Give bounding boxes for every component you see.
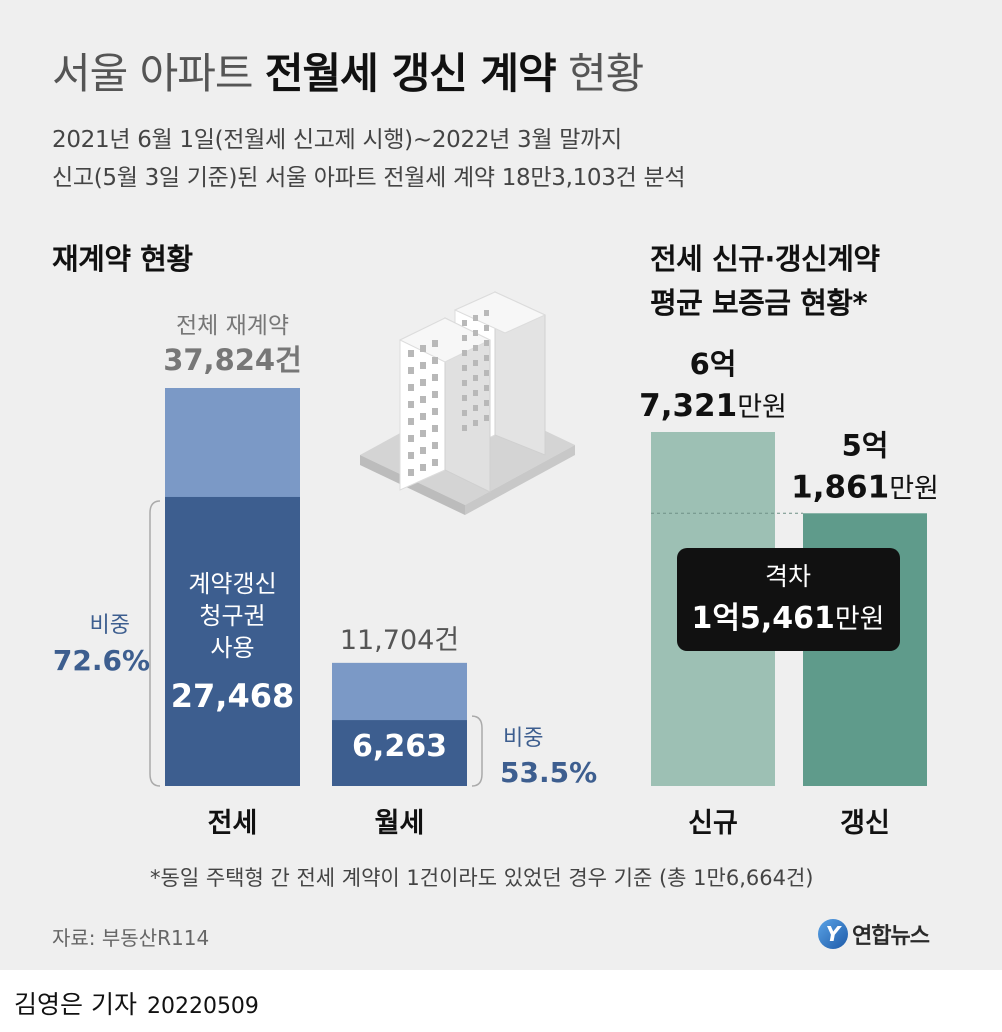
renewal-bar-2	[332, 720, 467, 786]
gap-value-num: 1억5,461	[691, 601, 834, 636]
right-section-title-line-1: 전세 신규·갱신계약	[650, 242, 880, 276]
ratio-label-wolse: 비중	[503, 726, 543, 751]
bracket-wolse	[471, 715, 483, 787]
left-section-title: 재계약 현황	[52, 242, 193, 276]
ratio-label-jeonse: 비중	[90, 613, 130, 638]
deposit-value-num-1: 7,321	[639, 388, 737, 424]
total-value-wolse: 11,704건	[340, 625, 459, 656]
source-text: 자료: 부동산R114	[52, 926, 210, 950]
deposit-value-line1-1: 6억	[690, 347, 737, 381]
yonhap-logo: Y 연합뉴스	[818, 918, 930, 950]
bracket-jeonse	[149, 500, 161, 787]
footnote: *동일 주택형 간 전세 계약이 1건이라도 있었던 경우 기준 (총 1만6,…	[150, 866, 814, 890]
apartment-buildings-icon	[360, 291, 575, 515]
gap-value: 1억5,461만원	[691, 601, 884, 636]
deposit-value-num-2: 1,861	[791, 469, 889, 505]
page-title: 서울 아파트 전월세 갱신 계약 현황	[52, 49, 644, 98]
deposit-value-unit-2: 만원	[889, 473, 939, 504]
deposit-category-2: 갱신	[840, 808, 890, 839]
category-label-2: 월세	[375, 808, 425, 839]
gap-box	[677, 548, 900, 651]
credit-date: 20220509	[146, 994, 259, 1019]
yonhap-logo-text: 연합뉴스	[852, 924, 930, 949]
renewal-value-2: 6,263	[352, 729, 447, 764]
deposit-value-line1-2: 5억	[842, 428, 889, 462]
renewal-label-line-1: 계약갱신	[188, 570, 276, 598]
total-label-jeonse: 전체 재계약	[176, 313, 289, 339]
renewal-label-line-2: 청구권	[199, 602, 265, 630]
renewal-value-1: 27,468	[171, 677, 294, 715]
deposit-value-line2-1: 7,321만원	[639, 388, 787, 424]
credit: 김영은 기자 20220509	[14, 985, 259, 1021]
yonhap-logo-icon: Y	[818, 919, 848, 949]
renewal-label-line-3: 사용	[210, 634, 254, 662]
subtitle-line-2: 신고(5월 3일 기준)된 서울 아파트 전월세 계약 18만3,103건 분석	[52, 165, 686, 191]
gap-label: 격차	[765, 562, 811, 591]
subtitle-line-1: 2021년 6월 1일(전월세 신고제 시행)~2022년 3월 말까지	[52, 127, 622, 153]
contract-renewal-chart: 전세 27,468 월세 6,263 전체 재계약 37,824건 11,704건 계약갱신청…	[53, 313, 597, 839]
deposit-value-unit-1: 만원	[737, 392, 787, 423]
total-value-jeonse: 37,824건	[163, 343, 302, 377]
renewal-bar-1	[165, 496, 300, 786]
deposit-category-1: 신규	[688, 808, 738, 839]
category-label-1: 전세	[208, 808, 258, 839]
ratio-value-jeonse: 72.6%	[53, 644, 150, 677]
deposit-value-line2-2: 1,861만원	[791, 469, 939, 505]
ratio-value-wolse: 53.5%	[500, 756, 597, 789]
credit-author: 김영은 기자	[14, 990, 137, 1019]
charts-canvas: 전세 27,468 월세 6,263 전체 재계약 37,824건 11,704건 계약갱신청…	[53, 291, 939, 839]
gap-value-unit: 만원	[835, 604, 885, 635]
right-section-title-line-2: 평균 보증금 현황*	[650, 286, 868, 320]
